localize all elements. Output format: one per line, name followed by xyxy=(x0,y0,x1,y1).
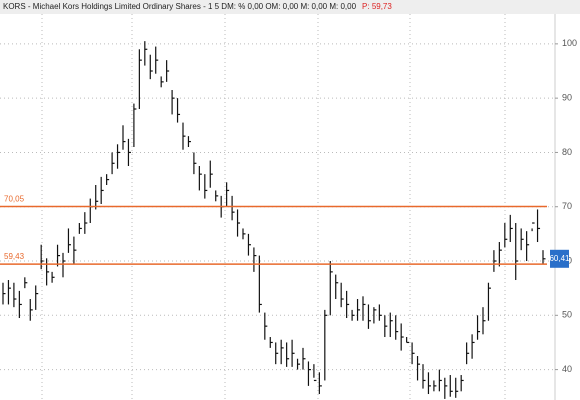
last-price-box xyxy=(550,249,569,268)
y-tick-label: 100 xyxy=(562,38,577,48)
y-tick-label: 40 xyxy=(562,364,572,374)
y-tick-label: 50 xyxy=(562,310,572,320)
header-bar xyxy=(0,0,580,14)
last-price-label: 60,41 xyxy=(549,254,570,263)
y-tick-label: 90 xyxy=(562,93,572,103)
header-price: P: 59,73 xyxy=(362,2,392,11)
header-title: KORS - Michael Kors Holdings Limited Ord… xyxy=(3,2,357,11)
y-tick-label: 70 xyxy=(562,201,572,211)
level-label: 70,05 xyxy=(4,195,25,204)
level-label: 59,43 xyxy=(4,252,25,261)
y-tick-label: 80 xyxy=(562,147,572,157)
